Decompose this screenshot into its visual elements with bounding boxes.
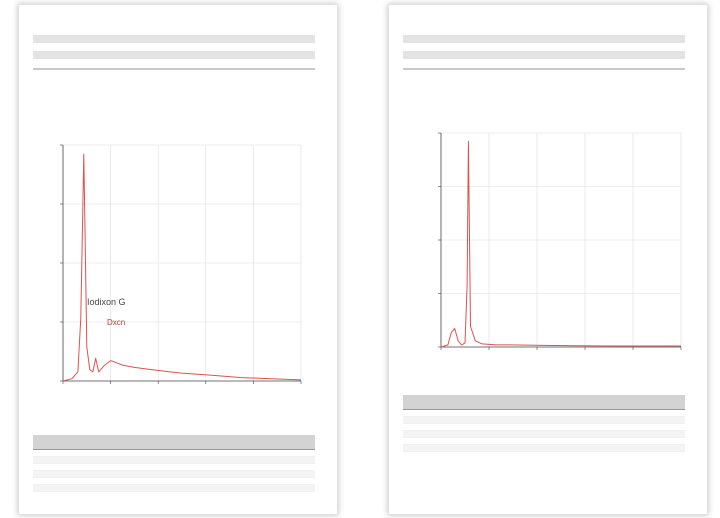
table-row: [403, 438, 685, 445]
table-row: [33, 485, 315, 492]
table-row: [403, 431, 685, 438]
series-line: [62, 153, 302, 382]
peak-table: [403, 395, 685, 452]
chart-annotation: Dxcn: [107, 318, 125, 327]
table-row: [33, 464, 315, 471]
report-header-table: [403, 35, 685, 70]
table-row: [33, 478, 315, 485]
header-row: [33, 35, 315, 43]
report-page-left: Iodixon G Dxcn: [18, 4, 338, 515]
table-row: [33, 450, 315, 457]
header-row: [403, 51, 685, 59]
peak-table-header: [33, 435, 315, 450]
table-row: [403, 445, 685, 452]
header-rule: [33, 68, 315, 70]
table-row: [403, 410, 685, 417]
table-row: [403, 424, 685, 431]
header-row: [403, 35, 685, 43]
chromatogram-chart: [438, 132, 682, 350]
series-line: [440, 140, 681, 348]
peak-table-header: [403, 395, 685, 410]
chart-annotation: Iodixon G: [87, 297, 126, 307]
report-header-table: [33, 35, 315, 70]
report-page-right: [388, 4, 708, 515]
peak-table: [33, 435, 315, 492]
table-row: [33, 471, 315, 478]
chromatogram-chart: Iodixon G Dxcn: [60, 144, 302, 384]
header-row: [33, 51, 315, 59]
table-row: [403, 417, 685, 424]
table-row: [33, 457, 315, 464]
header-rule: [403, 68, 685, 70]
